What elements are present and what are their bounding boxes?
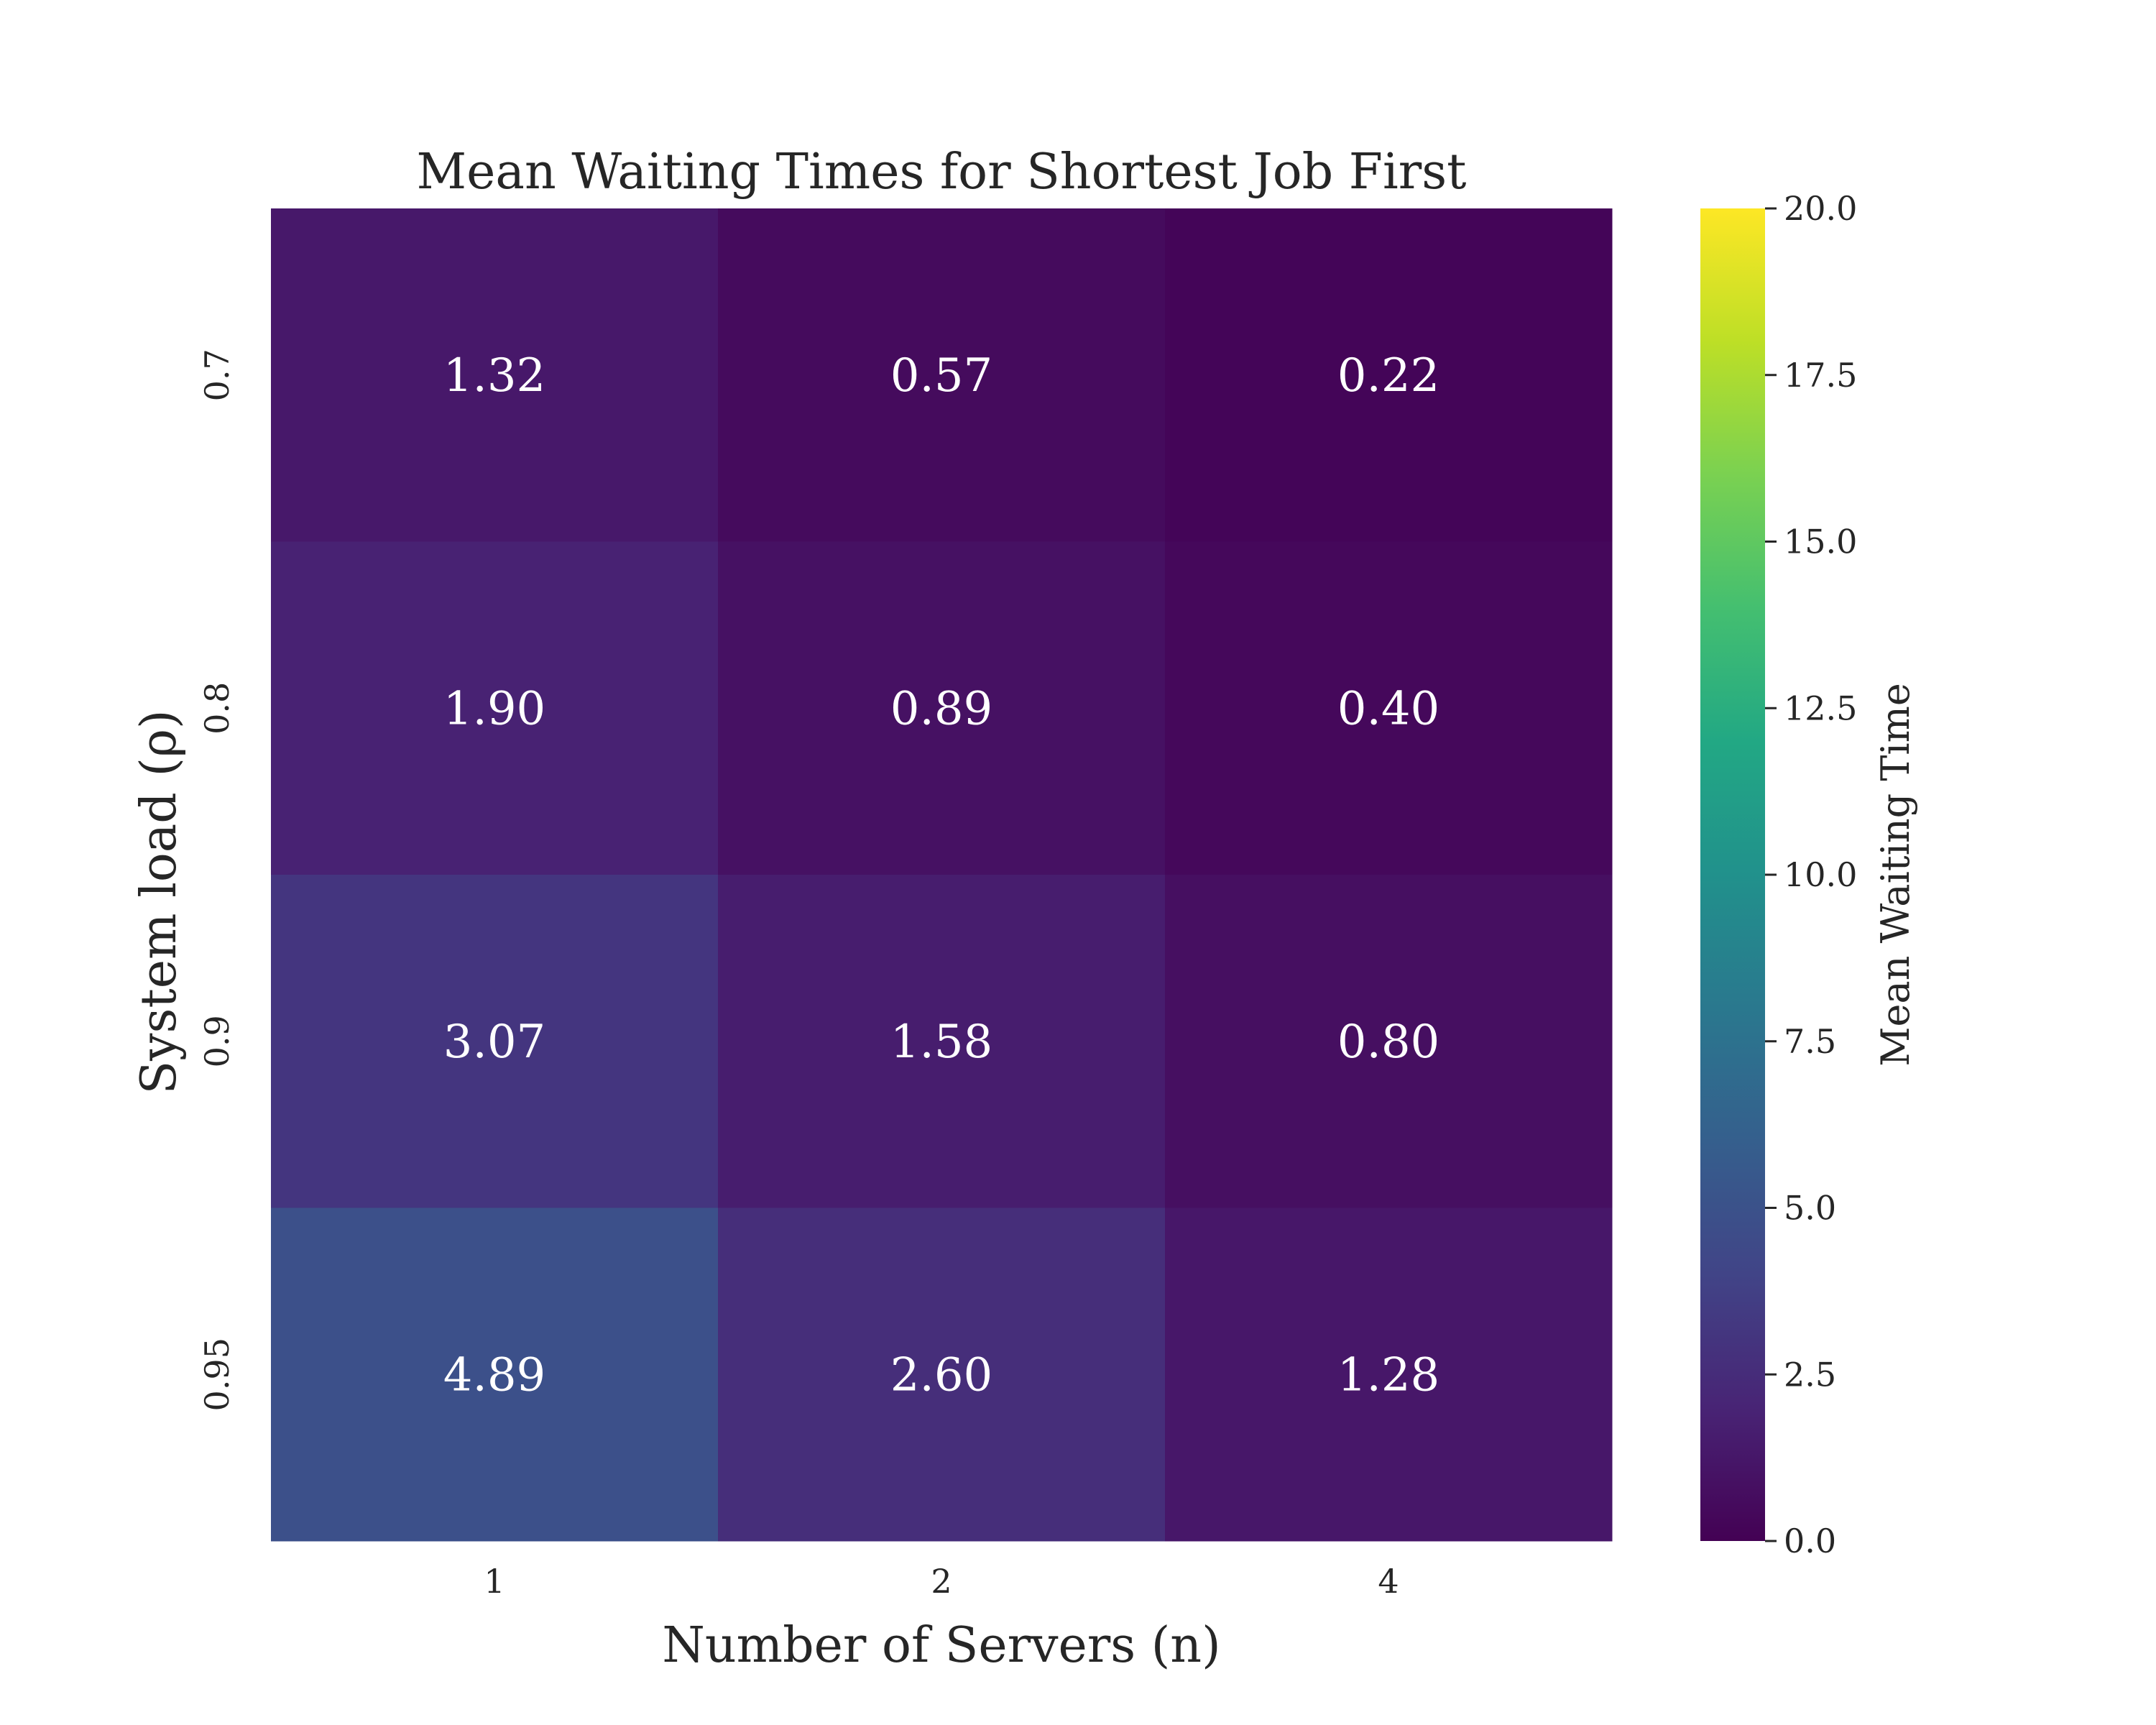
colorbar-tick-label: 15.0 xyxy=(1784,523,1857,561)
cell-value-label: 0.40 xyxy=(1337,682,1440,735)
heatmap-cells xyxy=(271,208,1613,1542)
colorbar-ticks: 0.0 2.5 5.0 7.5 10.0 12.5 15.0 17.5 20.0 xyxy=(1765,189,1857,1560)
heatmap-cell xyxy=(718,541,1166,875)
y-tick-label: 0.95 xyxy=(198,1338,236,1411)
cell-value-label: 1.28 xyxy=(1337,1348,1440,1402)
x-axis-ticks: 1 2 4 xyxy=(484,1562,1399,1601)
cell-value-label: 0.80 xyxy=(1337,1016,1440,1069)
y-tick-label: 0.8 xyxy=(198,682,236,735)
heatmap-cell xyxy=(1165,875,1613,1208)
colorbar-tick-label: 20.0 xyxy=(1784,189,1857,228)
cell-value-label: 0.89 xyxy=(890,682,993,735)
chart-title: Mean Waiting Times for Shortest Job Firs… xyxy=(417,144,1467,201)
heatmap-cell xyxy=(718,875,1166,1208)
colorbar-tick-label: 5.0 xyxy=(1784,1189,1836,1228)
heatmap-cell xyxy=(1165,1208,1613,1542)
heatmap-cell xyxy=(271,541,719,875)
heatmap-cell xyxy=(271,1208,719,1542)
heatmap-cell xyxy=(271,208,719,542)
x-axis-label: Number of Servers (n) xyxy=(662,1617,1220,1674)
x-tick-label: 4 xyxy=(1378,1562,1399,1601)
cell-value-label: 0.57 xyxy=(890,349,993,402)
cell-value-label: 0.22 xyxy=(1337,349,1440,402)
colorbar-tick-label: 17.5 xyxy=(1784,356,1857,395)
colorbar-tick-label: 2.5 xyxy=(1784,1355,1836,1394)
heatmap-cell xyxy=(718,208,1166,542)
cell-value-label: 1.58 xyxy=(890,1016,993,1069)
heatmap-cell xyxy=(1165,541,1613,875)
cell-value-label: 4.89 xyxy=(443,1348,546,1402)
heatmap-cell-labels: 1.32 0.57 0.22 1.90 0.89 0.40 3.07 1.58 0.80 4.89… xyxy=(443,349,1440,1402)
colorbar-label: Mean Waiting Time xyxy=(1873,683,1918,1067)
colorbar-tick-label: 10.0 xyxy=(1784,855,1857,894)
colorbar-tick-label: 0.0 xyxy=(1784,1522,1836,1560)
colorbar xyxy=(1700,208,1765,1541)
heatmap-cell xyxy=(718,1208,1166,1542)
heatmap-cell xyxy=(271,875,719,1208)
y-tick-label: 0.7 xyxy=(198,349,236,401)
y-tick-label: 0.9 xyxy=(198,1015,236,1067)
cell-value-label: 1.32 xyxy=(443,349,546,402)
y-axis-ticks: 0.7 0.8 0.9 0.95 xyxy=(198,349,236,1411)
x-tick-label: 1 xyxy=(484,1562,505,1601)
y-axis-label: System load (ρ) xyxy=(131,710,188,1095)
cell-value-label: 3.07 xyxy=(443,1016,546,1069)
colorbar-tick-label: 7.5 xyxy=(1784,1022,1836,1061)
heatmap-cell xyxy=(1165,208,1613,542)
cell-value-label: 1.90 xyxy=(443,682,546,735)
x-tick-label: 2 xyxy=(931,1562,952,1601)
cell-value-label: 2.60 xyxy=(890,1348,993,1402)
colorbar-tick-label: 12.5 xyxy=(1784,689,1857,727)
